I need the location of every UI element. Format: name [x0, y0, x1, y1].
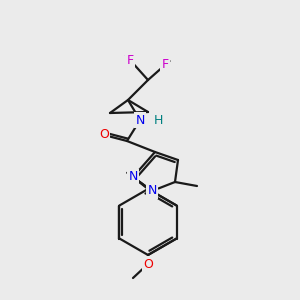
Text: O: O: [143, 257, 153, 271]
Text: F: F: [161, 58, 169, 71]
Text: H: H: [153, 113, 163, 127]
Text: N: N: [135, 113, 145, 127]
Text: N: N: [147, 184, 157, 197]
Text: F: F: [126, 53, 134, 67]
Text: N: N: [128, 170, 138, 184]
Text: O: O: [99, 128, 109, 142]
